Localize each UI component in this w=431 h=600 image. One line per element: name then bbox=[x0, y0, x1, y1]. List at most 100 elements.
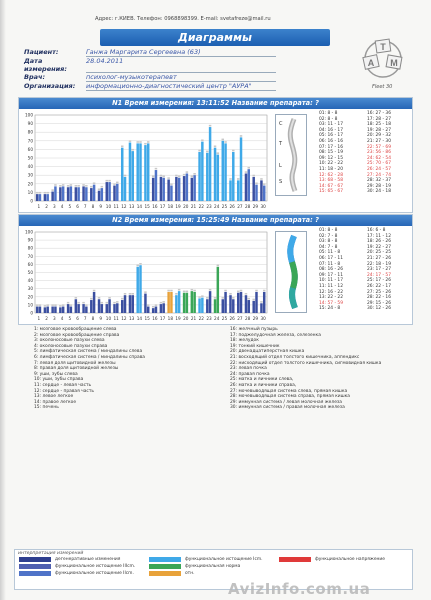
bar bbox=[146, 143, 150, 201]
value-cell: 20: 29 - 32 bbox=[367, 133, 392, 139]
bar bbox=[229, 180, 232, 201]
legend-item: 29: иммунная система / левая молочная же… bbox=[230, 399, 342, 405]
bar-cap bbox=[260, 178, 263, 180]
bar bbox=[247, 300, 250, 313]
value-cell: 24: 17 - 57 bbox=[367, 272, 392, 278]
x-tick-label: 10 bbox=[106, 204, 112, 209]
x-tick-label: 12 bbox=[121, 316, 127, 321]
bar-cap bbox=[151, 175, 155, 178]
value-cell: 01: 8 - 8 bbox=[319, 228, 338, 233]
x-tick-label: 20 bbox=[183, 316, 189, 321]
bar-cap bbox=[128, 140, 132, 142]
legend-item: 25: матка и яичники слева, bbox=[230, 377, 294, 383]
x-tick-label: 21 bbox=[191, 204, 197, 209]
bar-cap bbox=[177, 288, 181, 291]
legend-item: 20: двенадцатиперстная кишка bbox=[230, 349, 305, 355]
bar-cap bbox=[66, 301, 70, 304]
bar-cap bbox=[154, 304, 158, 306]
bar-cap bbox=[108, 179, 111, 182]
bar-cap bbox=[244, 171, 248, 173]
patient-info: Пациент: Ганжа Маргарита Сергеевна (63) Д… bbox=[24, 48, 276, 91]
x-tick-label: 26 bbox=[230, 204, 236, 209]
bar bbox=[198, 298, 201, 313]
patient-row: Пациент: Ганжа Маргарита Сергеевна (63) bbox=[24, 48, 276, 57]
bar bbox=[43, 307, 47, 313]
bar bbox=[128, 295, 132, 313]
value-cell: 07: 11 - 8 bbox=[319, 261, 341, 267]
legend-item: 13: левое легкое bbox=[34, 394, 74, 400]
interpretation-box: интерпретация измерений дегенеративные и… bbox=[14, 549, 413, 590]
bar bbox=[77, 304, 80, 313]
x-tick-label: 10 bbox=[106, 316, 112, 321]
value-cell: 10: 11 - 17 bbox=[319, 278, 344, 284]
bar-cap bbox=[120, 297, 124, 300]
legend-item: 12: сердце - правая часть bbox=[34, 388, 94, 394]
value-cell: 08: 16 - 26 bbox=[319, 267, 344, 273]
x-tick-label: 30 bbox=[260, 316, 266, 321]
y-tick-label: 60 bbox=[28, 147, 34, 152]
bar bbox=[255, 291, 258, 313]
legend-item: 4: околоносовые пазухи справа bbox=[34, 343, 108, 349]
value-cell: 13: 22 - 22 bbox=[319, 295, 344, 301]
y-tick-label: 10 bbox=[28, 190, 34, 195]
x-tick-label: 9 bbox=[99, 204, 102, 209]
interpretation-label: дегенеративные изменения bbox=[55, 557, 121, 562]
bar bbox=[66, 304, 70, 313]
x-tick-label: 5 bbox=[68, 316, 71, 321]
legend-item: 15: печень bbox=[34, 405, 59, 411]
legend-item: 14: правое легкое bbox=[34, 399, 77, 405]
bar-cap bbox=[116, 181, 119, 184]
legend-item: 26: матка и яичники справа, bbox=[230, 382, 297, 388]
spine-diagram-2 bbox=[275, 231, 307, 313]
contact-address: Адрес: г.КИЕВ. Телефон: 0968898399. E-ma… bbox=[95, 16, 271, 22]
bar bbox=[167, 179, 170, 201]
page-shadow bbox=[0, 0, 6, 600]
bar bbox=[35, 306, 39, 313]
bar-cap bbox=[213, 145, 217, 148]
x-tick-label: 24 bbox=[214, 204, 220, 209]
bar bbox=[61, 306, 65, 313]
bar-cap bbox=[260, 301, 263, 303]
x-tick-label: 8 bbox=[92, 316, 95, 321]
y-tick-label: 100 bbox=[25, 230, 33, 235]
value-cell: 30: 12 - 26 bbox=[367, 306, 392, 312]
x-tick-label: 3 bbox=[53, 204, 56, 209]
value-cell: 04: 7 - 8 bbox=[319, 244, 338, 250]
x-tick-label: 23 bbox=[206, 204, 212, 209]
value-cell: 01: 8 - 8 bbox=[319, 111, 338, 116]
bar bbox=[167, 291, 170, 313]
interpretation-item bbox=[279, 564, 409, 569]
bar-cap bbox=[175, 174, 178, 177]
bar bbox=[43, 194, 47, 201]
bar-cap bbox=[100, 185, 104, 188]
color-swatch bbox=[149, 557, 181, 562]
bar bbox=[236, 180, 240, 201]
y-tick-label: 60 bbox=[28, 262, 34, 267]
y-tick-label: 0 bbox=[30, 311, 33, 316]
x-tick-label: 6 bbox=[76, 204, 79, 209]
value-cell: 03: 8 - 8 bbox=[319, 239, 338, 245]
bar-cap bbox=[92, 289, 96, 292]
bar-cap bbox=[123, 292, 127, 295]
value-cell: 08: 15 - 19 bbox=[319, 150, 344, 156]
bar bbox=[206, 152, 209, 201]
bar-cap bbox=[167, 289, 170, 292]
x-tick-label: 24 bbox=[214, 316, 220, 321]
panel-2-title: N2 Время измерения: 15:25:49 Название пр… bbox=[19, 215, 412, 226]
x-tick-label: 21 bbox=[191, 316, 197, 321]
bar bbox=[144, 293, 147, 313]
y-tick-label: 40 bbox=[28, 278, 34, 283]
bar bbox=[123, 176, 127, 201]
x-tick-label: 22 bbox=[199, 204, 205, 209]
bar bbox=[208, 127, 212, 201]
bar-cap bbox=[206, 150, 209, 153]
bar-cap bbox=[69, 184, 73, 186]
legend-item: 11: сердце - левая часть bbox=[34, 382, 92, 388]
x-tick-label: 16 bbox=[152, 204, 158, 209]
bar bbox=[116, 183, 119, 201]
bar bbox=[97, 299, 101, 313]
value-cell: 22: 57 - 69 bbox=[367, 144, 392, 150]
bar-cap bbox=[255, 182, 258, 185]
